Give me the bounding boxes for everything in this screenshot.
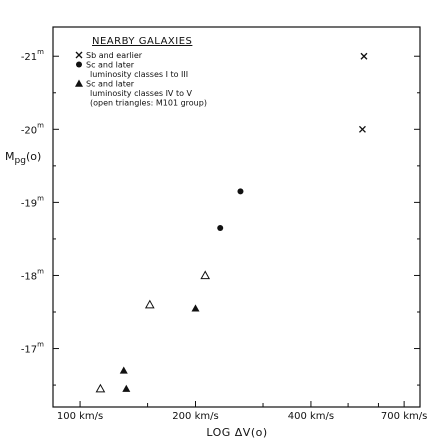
legend-text: luminosity classes IV to V: [90, 89, 193, 98]
x-tick-label: 400 km/s: [288, 411, 334, 422]
y-tick-value: -21: [21, 52, 37, 63]
data-point-circle: [237, 188, 244, 195]
data-point-triangle-filled: [122, 384, 131, 392]
y-tick-label: -19m: [21, 194, 44, 209]
y-title-subscript: pg: [15, 156, 26, 166]
plot-frame: [52, 26, 421, 408]
legend-text: luminosity classes I to III: [90, 70, 188, 79]
y-tick-superscript: m: [37, 48, 44, 56]
y-tick-value: -19: [21, 198, 37, 209]
y-tick-label: -17m: [21, 341, 44, 356]
x-marker-stroke: [358, 125, 366, 133]
y-tick-superscript: m: [37, 194, 44, 202]
data-point-x: [358, 125, 366, 133]
legend-title: NEARBY GALAXIES: [92, 36, 192, 47]
data-point-triangle-filled: [191, 304, 200, 312]
legend-text: (open triangles: M101 group): [90, 99, 207, 108]
legend-entry: Sb and earlier: [75, 51, 143, 60]
y-tick-label: -18m: [21, 267, 44, 282]
y-tick-label: -20m: [21, 121, 44, 136]
y-tick-labels: -21m-20m-19m-18m-17m: [21, 48, 44, 355]
y-title-main: M: [5, 150, 15, 163]
y-tick-value: -18: [21, 271, 37, 282]
y-tick-superscript: m: [37, 341, 44, 349]
y-tick-value: -20: [21, 125, 37, 136]
y-tick-label: -21m: [21, 48, 44, 63]
x-tick-label: 100 km/s: [57, 411, 103, 422]
legend-text: Sc and later: [86, 80, 135, 89]
x-tick-label: 700 km/s: [381, 411, 427, 422]
x-tick-label: 200 km/s: [172, 411, 218, 422]
legend-marker: [75, 51, 83, 59]
x-marker-stroke: [75, 51, 83, 59]
x-marker-stroke: [360, 52, 368, 60]
data-point-x: [360, 52, 368, 60]
data-points: [95, 52, 368, 393]
y-tick-superscript: m: [37, 267, 44, 275]
y-tick-superscript: m: [37, 121, 44, 129]
data-point-triangle-open: [144, 299, 155, 309]
legend-marker: [76, 61, 82, 68]
data-point-triangle-filled: [119, 366, 128, 374]
x-axis-title: LOG ΔV(o): [206, 426, 267, 439]
legend-text: Sc and later: [86, 61, 135, 70]
x-tick-labels: 100 km/s 200 km/s 400 km/s 700 km/s: [57, 411, 427, 422]
y-axis-title: Mpg(o): [5, 150, 41, 166]
data-point-triangle-open: [95, 383, 106, 393]
data-point-circle: [217, 224, 224, 231]
data-point-triangle-open: [200, 270, 211, 280]
axis-ticks: [53, 55, 420, 407]
y-tick-value: -17: [21, 345, 37, 356]
legend-text: Sb and earlier: [86, 51, 143, 60]
y-title-suffix: (o): [26, 150, 41, 163]
legend-marker: [75, 79, 83, 87]
